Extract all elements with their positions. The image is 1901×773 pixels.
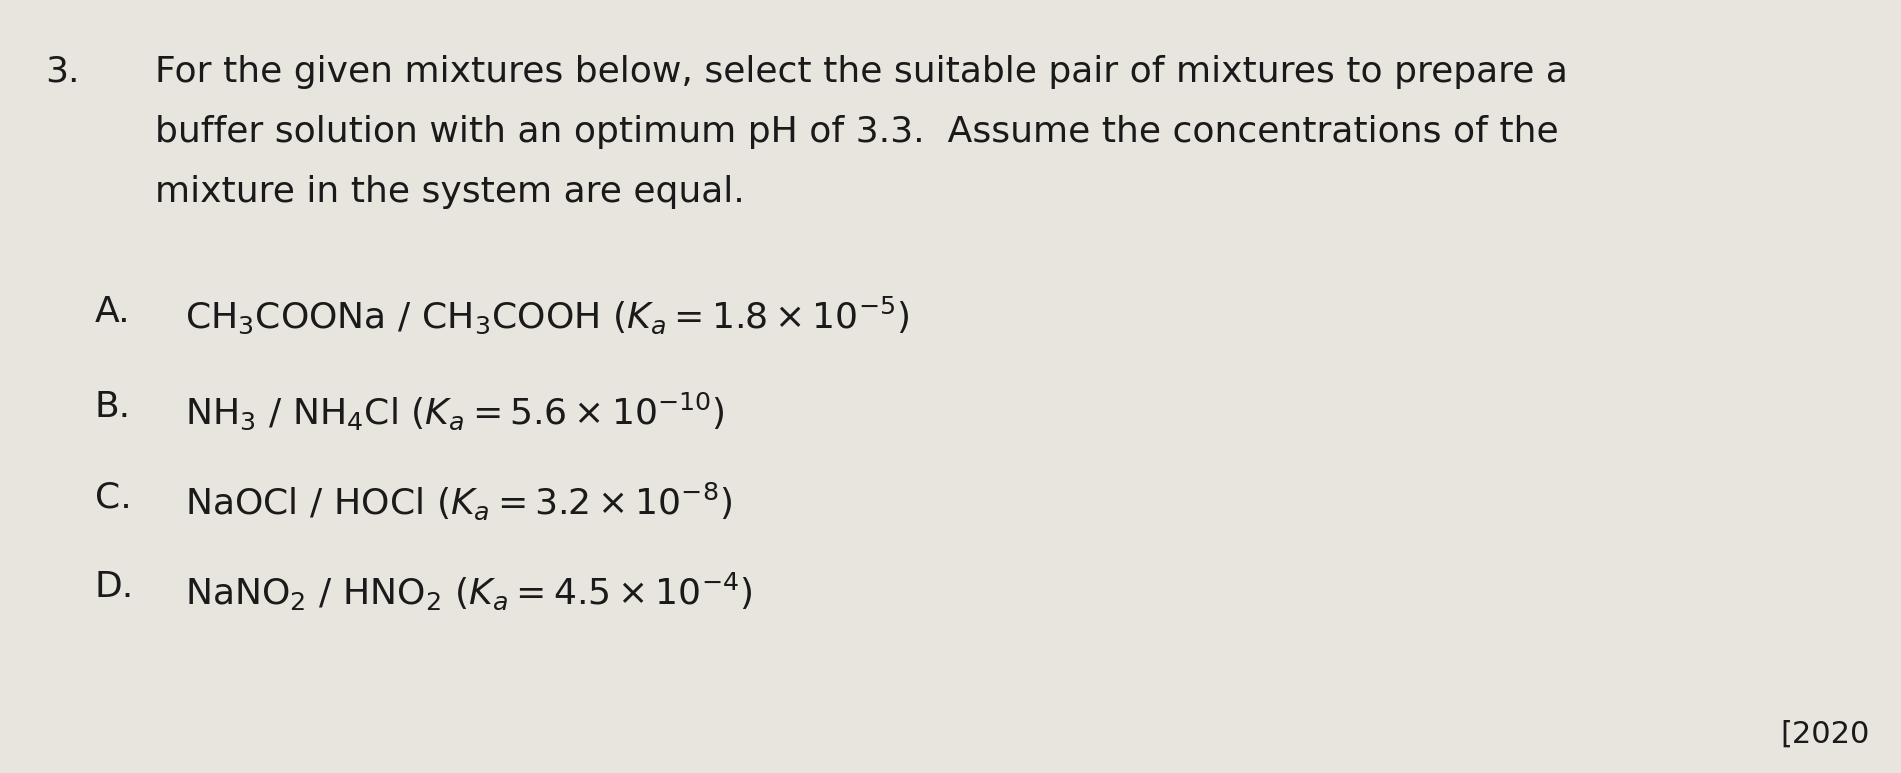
Text: A.: A.	[95, 295, 131, 329]
Text: $\mathrm{NaOCl\ /\ HOCl\ }(K_a = 3.2 \times 10^{-8})$: $\mathrm{NaOCl\ /\ HOCl\ }(K_a = 3.2 \ti…	[184, 480, 732, 522]
Text: For the given mixtures below, select the suitable pair of mixtures to prepare a: For the given mixtures below, select the…	[156, 55, 1568, 89]
Text: D.: D.	[95, 570, 135, 604]
Text: 3.: 3.	[46, 55, 80, 89]
Text: [2020: [2020	[1781, 720, 1871, 749]
Text: $\mathrm{NaNO_2\ /\ HNO_2\ }(K_a = 4.5 \times 10^{-4})$: $\mathrm{NaNO_2\ /\ HNO_2\ }(K_a = 4.5 \…	[184, 570, 753, 611]
Text: mixture in the system are equal.: mixture in the system are equal.	[156, 175, 745, 209]
Text: B.: B.	[95, 390, 131, 424]
Text: $\mathrm{CH_3COONa\ /\ CH_3COOH\ }(K_a = 1.8 \times 10^{-5})$: $\mathrm{CH_3COONa\ /\ CH_3COOH\ }(K_a =…	[184, 295, 909, 336]
Text: $\mathrm{NH_3\ /\ NH_4Cl\ }(K_a = 5.6 \times 10^{-10})$: $\mathrm{NH_3\ /\ NH_4Cl\ }(K_a = 5.6 \t…	[184, 390, 724, 431]
Text: buffer solution with an optimum pH of 3.3.  Assume the concentrations of the: buffer solution with an optimum pH of 3.…	[156, 115, 1559, 149]
Text: C.: C.	[95, 480, 131, 514]
